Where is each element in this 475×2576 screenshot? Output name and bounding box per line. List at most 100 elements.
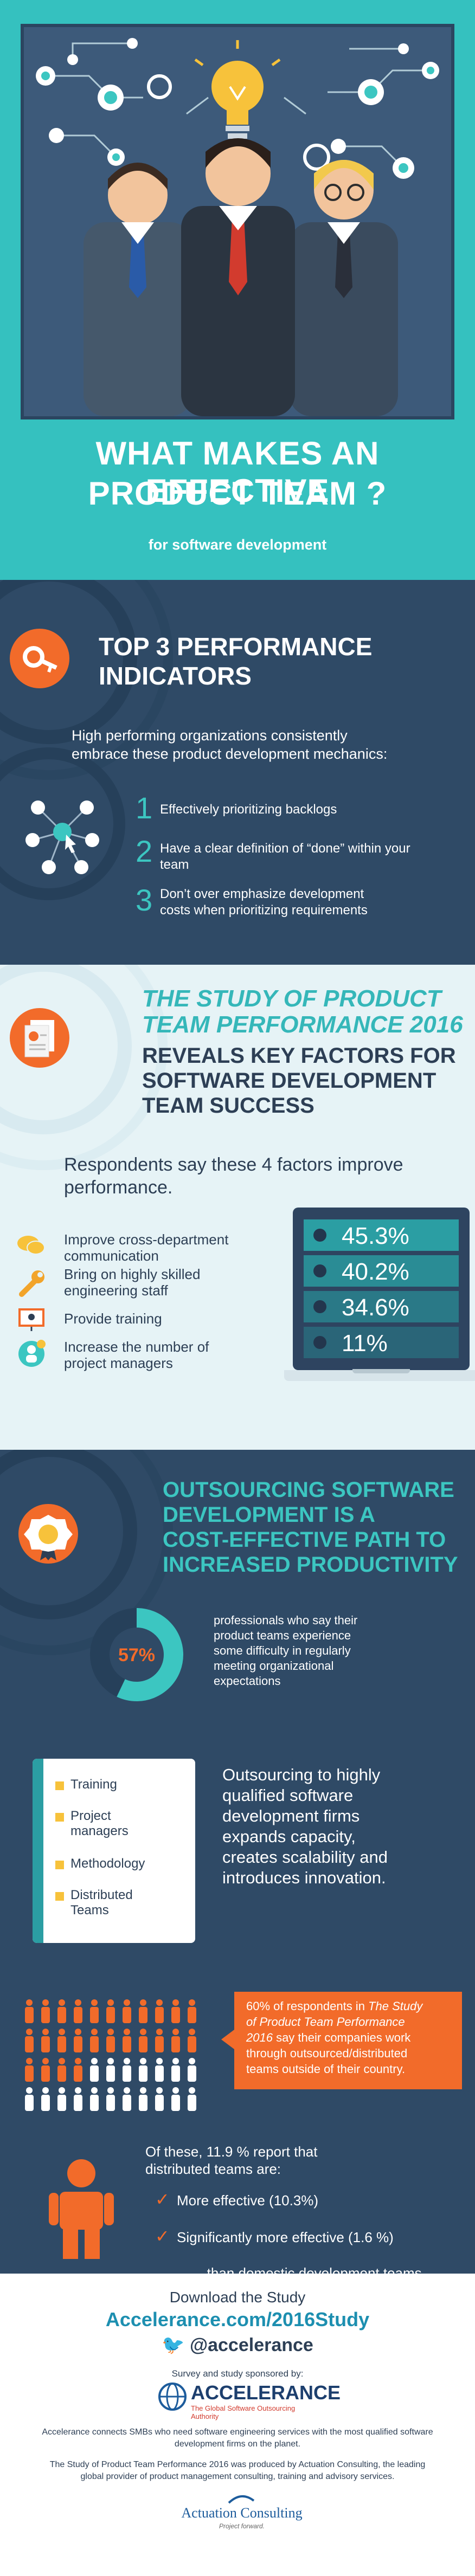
study-url-link[interactable]: Accelerance.com/2016Study <box>105 2308 370 2330</box>
person-figure <box>106 2087 115 2111</box>
team-network-icon <box>25 800 99 874</box>
checklist-text-5: creates scalability and <box>222 1848 388 1867</box>
key-icon <box>10 629 69 688</box>
produced-line2: global provider of product management co… <box>80 2472 395 2481</box>
laptop-stats: 45.3% 40.2% 34.6% 11% <box>284 1208 475 1397</box>
donut-text-2: product teams experience <box>214 1629 351 1642</box>
person-figure <box>90 2058 99 2082</box>
person-figure <box>171 2087 180 2111</box>
donut-text-5: expectations <box>214 1674 281 1688</box>
brand-tagline: The Global Software Outsourcing Authorit… <box>191 2404 296 2420</box>
produced-line1: The Study of Product Team Performance 20… <box>49 2460 426 2469</box>
person-figure <box>123 2058 131 2082</box>
accelerance-logo: ACCELERANCE The Global Software Outsourc… <box>157 2379 341 2420</box>
checklist-label-2: Teams <box>70 1903 109 1918</box>
checklist-label: Training <box>70 1777 117 1792</box>
person-center <box>181 138 295 416</box>
stat-value: 45.3% <box>342 1223 409 1249</box>
factor-text: Improve cross-department <box>64 1231 229 1248</box>
person-figure <box>155 2058 164 2082</box>
donut-value-arc <box>90 1608 183 1701</box>
indicators-intro-line1: High performing organizations consistent… <box>72 727 348 744</box>
factor-text: Bring on highly skilled <box>64 1266 201 1282</box>
factor-text-2: communication <box>64 1248 159 1264</box>
twitter-icon: 🐦 <box>162 2335 190 2355</box>
respondents-line2: performance. <box>64 1177 173 1198</box>
person-figure <box>57 2087 66 2111</box>
wrench-icon <box>19 1270 44 1297</box>
indicators-intro-line2: embrace these product development mechan… <box>72 746 388 762</box>
indicator-number: 2 <box>136 834 153 868</box>
globe-icon <box>158 2383 187 2411</box>
person-figure <box>41 2058 50 2082</box>
connects-line2: development firms on the planet. <box>174 2439 301 2449</box>
connects-line1: Accelerance connects SMBs who need softw… <box>42 2427 433 2437</box>
stat-bullet <box>313 1300 326 1313</box>
person-figure <box>188 2058 196 2082</box>
checklist-text-1: Outsourcing to highly <box>222 1765 381 1784</box>
person-figure <box>123 2029 131 2052</box>
person-figure <box>139 2058 147 2082</box>
person-figure <box>155 2087 164 2111</box>
presentation-board-icon <box>18 1308 44 1331</box>
indicators-heading-line1: TOP 3 PERFORMANCE <box>99 632 373 661</box>
stat-value: 34.6% <box>342 1294 409 1321</box>
business-team-illustration <box>36 38 439 416</box>
person-figure <box>106 2058 115 2082</box>
person-figure <box>25 2087 34 2111</box>
person-figure <box>155 1999 164 2023</box>
study-sub-line2: SOFTWARE DEVELOPMENT <box>142 1069 437 1093</box>
person-figure <box>188 1999 196 2023</box>
study-section: THE STUDY OF PRODUCT TEAM PERFORMANCE 20… <box>0 965 475 1450</box>
person-figure <box>188 2087 196 2111</box>
study-sub-line3: TEAM SUCCESS <box>142 1094 314 1118</box>
stat-value: 40.2% <box>342 1258 409 1285</box>
checklist-text-4: expands capacity, <box>222 1827 356 1846</box>
stat-bullet <box>313 1264 326 1277</box>
twitter-handle[interactable]: 🐦 @accelerance <box>0 2334 475 2356</box>
outsourcing-section: OUTSOURCING SOFTWARE DEVELOPMENT IS A CO… <box>0 1450 475 2274</box>
stat-row-4: 11% <box>304 1327 459 1358</box>
indicator-text: Have a clear definition of “done” within… <box>160 841 410 856</box>
person-icon <box>49 2159 114 2259</box>
indicator-text-2: team <box>160 857 189 872</box>
decorative-arcs <box>0 580 173 900</box>
person-figure <box>57 2058 66 2082</box>
decorative-arcs <box>0 1450 173 1655</box>
difficulty-donut-chart <box>90 1608 183 1701</box>
indicators-section: TOP 3 PERFORMANCE INDICATORS High perfor… <box>0 580 475 965</box>
checklist-text-6: introduces innovation. <box>222 1868 386 1887</box>
hero-title-line2: PRODUCT TEAM ? <box>88 475 387 512</box>
hero-title-line1: WHAT MAKES AN EFFECTIVE <box>95 435 380 509</box>
stat-bullet <box>313 1336 326 1349</box>
of-these-line1: Of these, 11.9 % report that <box>145 2144 318 2160</box>
indicators-heading-line2: INDICATORS <box>99 662 252 690</box>
checklist-label: Methodology <box>70 1856 145 1871</box>
twitter-text: @accelerance <box>189 2335 313 2355</box>
stat-row-1: 45.3% <box>304 1219 459 1251</box>
laptop-base <box>284 1370 475 1381</box>
indicator-number: 1 <box>136 791 153 825</box>
indicator-number: 3 <box>136 883 153 917</box>
study-title-line2: TEAM PERFORMANCE 2016 <box>142 1011 463 1038</box>
than-domestic: ...than domestic development teams. <box>195 2265 426 2274</box>
stat-row-3: 34.6% <box>304 1291 459 1322</box>
study-sub-line1: REVEALS KEY FACTORS FOR <box>142 1044 456 1068</box>
person-figure <box>74 1999 82 2023</box>
person-figure <box>123 1999 131 2023</box>
lightbulb-icon <box>211 61 264 139</box>
person-figure <box>171 1999 180 2023</box>
sponsored-label: Survey and study sponsored by: <box>171 2368 304 2379</box>
person-figure <box>90 2029 99 2052</box>
checkbox-icon <box>55 1813 64 1822</box>
person-figure <box>74 2029 82 2052</box>
manager-badge-icon <box>18 1340 46 1367</box>
indicator-text: Don’t over emphasize development <box>160 887 364 901</box>
factor-text-2: engineering staff <box>64 1282 168 1299</box>
of-these-line2: distributed teams are: <box>145 2161 281 2177</box>
person-figure <box>25 1999 34 2023</box>
callout-box: 60% of respondents in The Study of Produ… <box>221 1992 462 2089</box>
indicator-text-2: costs when prioritizing requirements <box>160 903 368 918</box>
decorative-arcs <box>0 965 168 1170</box>
actuation-name: Actuation Consulting <box>181 2505 303 2521</box>
